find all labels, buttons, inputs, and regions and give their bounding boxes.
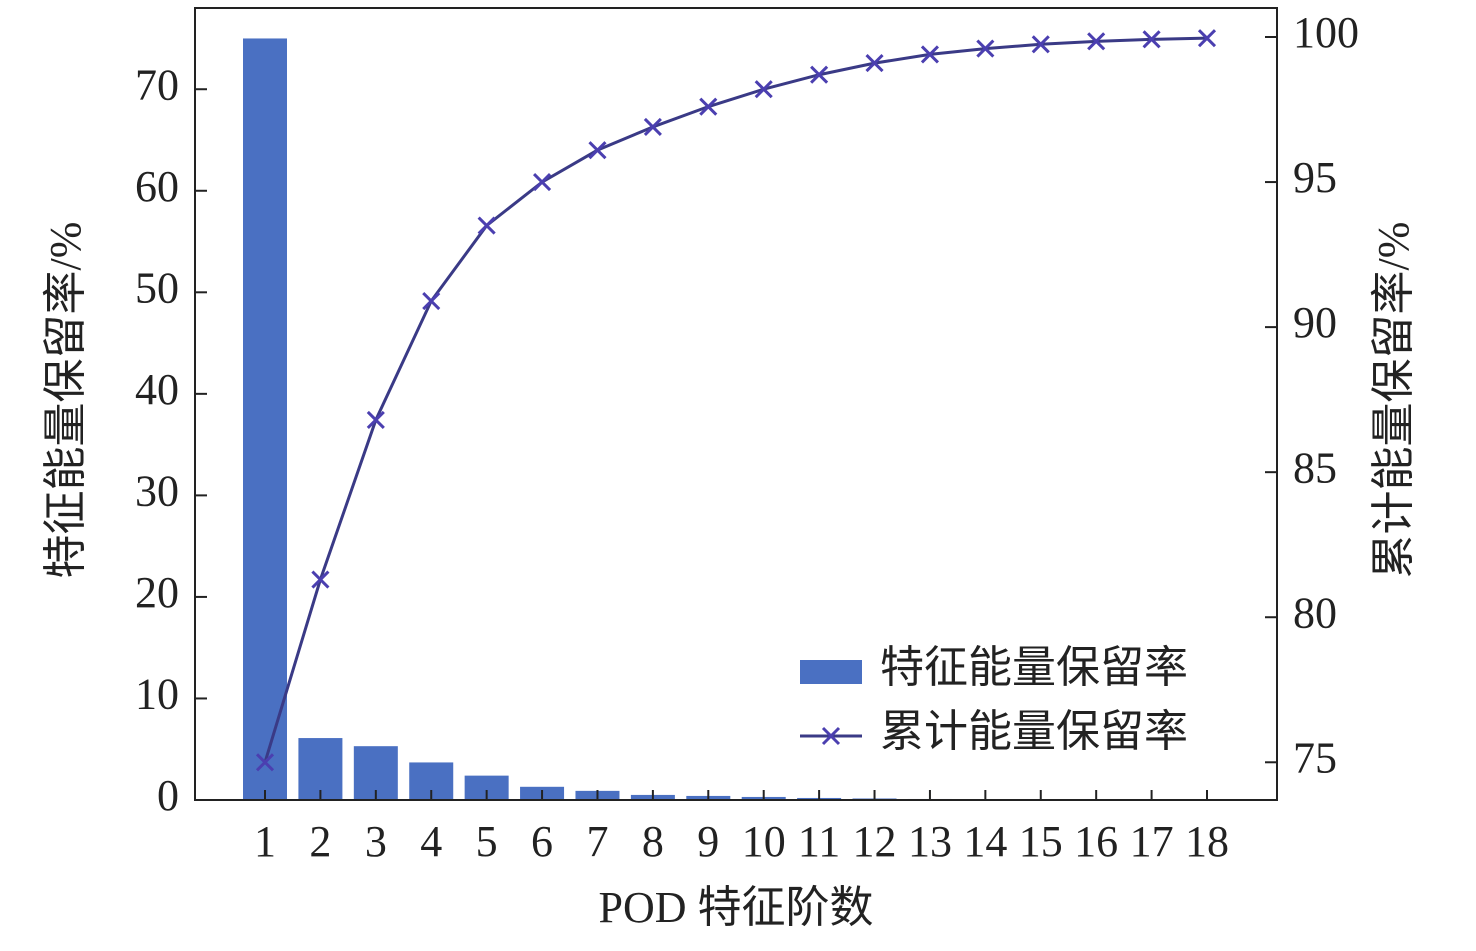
y-tick-label: 40 (135, 365, 179, 414)
x-tick-label: 15 (1019, 817, 1063, 866)
x-tick-label: 1 (254, 817, 276, 866)
x-tick-label: 7 (586, 817, 608, 866)
legend-label: 累计能量保留率 (880, 707, 1188, 756)
y-tick-label: 50 (135, 263, 179, 312)
y2-axis-label: 累计能量保留率/% (1369, 222, 1418, 579)
y2-tick-label: 75 (1293, 733, 1337, 782)
y2-tick-label: 80 (1293, 588, 1337, 637)
y2-tick-label: 90 (1293, 298, 1337, 347)
x-tick-label: 9 (697, 817, 719, 866)
y-tick-label: 70 (135, 60, 179, 109)
y2-tick-label: 85 (1293, 443, 1337, 492)
marker (589, 142, 605, 158)
x-tick-label: 12 (853, 817, 897, 866)
y-tick-label: 0 (157, 771, 179, 820)
bar (243, 38, 287, 800)
x-tick-label: 16 (1074, 817, 1118, 866)
x-tick-label: 5 (476, 817, 498, 866)
x-tick-label: 3 (365, 817, 387, 866)
marker (645, 119, 661, 135)
x-tick-label: 11 (798, 817, 840, 866)
x-axis-label: POD 特征阶数 (598, 883, 873, 932)
x-tick-label: 13 (908, 817, 952, 866)
y2-tick-label: 95 (1293, 153, 1337, 202)
marker (534, 174, 550, 190)
x-tick-label: 4 (420, 817, 442, 866)
x-tick-label: 10 (742, 817, 786, 866)
y2-tick-label: 100 (1293, 8, 1359, 57)
x-tick-label: 6 (531, 817, 553, 866)
x-tick-label: 17 (1130, 817, 1174, 866)
marker (479, 218, 495, 234)
x-tick-label: 14 (963, 817, 1007, 866)
y-tick-label: 30 (135, 466, 179, 515)
legend-swatch (800, 660, 862, 684)
x-tick-label: 18 (1185, 817, 1229, 866)
y-axis-label: 特征能量保留率/% (41, 222, 90, 579)
x-tick-label: 8 (642, 817, 664, 866)
x-tick-label: 2 (309, 817, 331, 866)
y-tick-label: 10 (135, 670, 179, 719)
y-tick-label: 60 (135, 162, 179, 211)
marker (423, 293, 439, 309)
y-tick-label: 20 (135, 568, 179, 617)
marker (700, 99, 716, 115)
marker (368, 412, 384, 428)
marker (312, 572, 328, 588)
legend-label: 特征能量保留率 (880, 643, 1188, 692)
